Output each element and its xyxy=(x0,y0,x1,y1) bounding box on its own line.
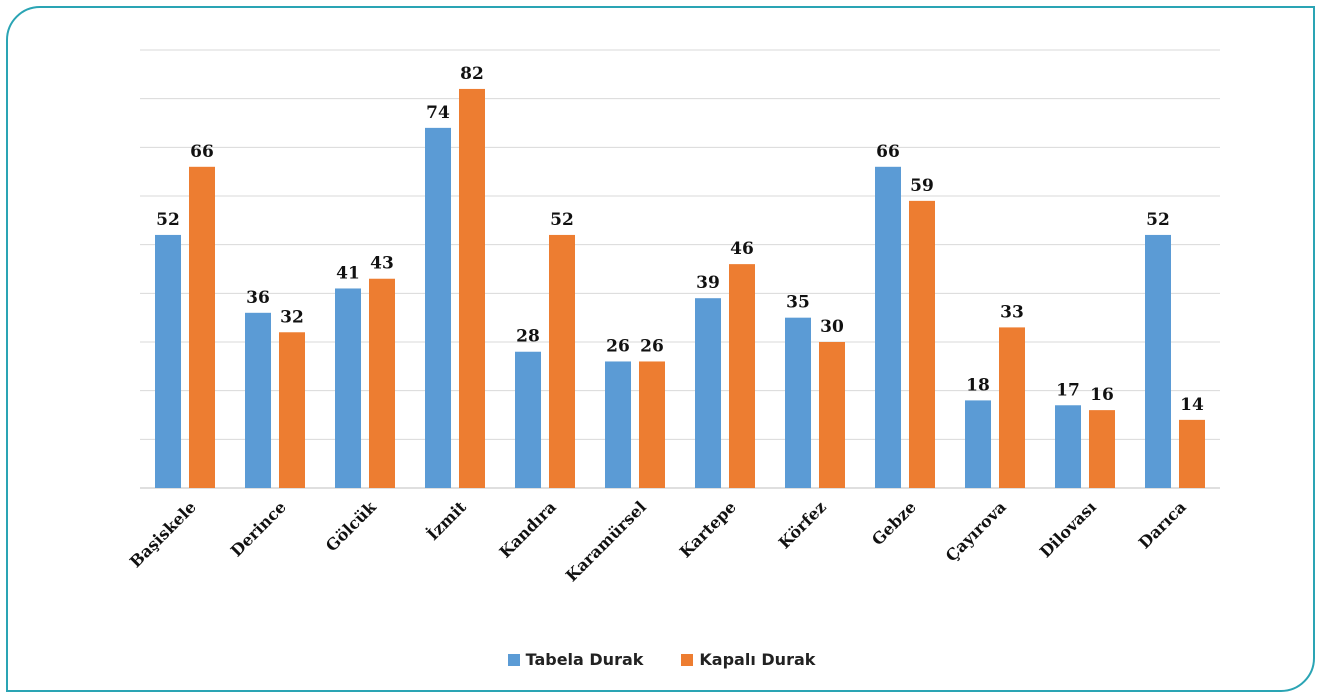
data-label-tabela-0: 52 xyxy=(156,210,180,230)
data-label-tabela-10: 17 xyxy=(1056,380,1080,400)
bar-kapali-0 xyxy=(189,166,215,489)
bar-kapali-4 xyxy=(549,234,575,488)
data-label-tabela-1: 36 xyxy=(246,288,270,308)
data-label-tabela-3: 74 xyxy=(426,103,450,123)
bar-kapali-1 xyxy=(279,332,305,488)
bar-tabela-3 xyxy=(425,127,451,488)
data-label-tabela-9: 18 xyxy=(966,375,990,395)
category-label-11: Darıca xyxy=(1135,497,1190,552)
bar-tabela-6 xyxy=(695,298,721,488)
category-label-9: Çayırova xyxy=(942,497,1010,565)
bar-tabela-4 xyxy=(515,351,541,488)
bar-kapali-10 xyxy=(1089,410,1115,488)
bar-tabela-8 xyxy=(875,166,901,489)
bar-kapali-9 xyxy=(999,327,1025,488)
chart-frame xyxy=(6,6,1315,692)
legend-swatch-kapali xyxy=(681,653,694,666)
bar-kapali-5 xyxy=(639,361,665,488)
category-label-0: Başiskele xyxy=(126,497,200,571)
bar-tabela-11 xyxy=(1145,234,1171,488)
category-label-2: Gölcük xyxy=(322,497,381,556)
bar-kapali-2 xyxy=(369,278,395,488)
data-label-kapali-1: 32 xyxy=(280,307,304,327)
bar-tabela-9 xyxy=(965,400,991,488)
data-label-kapali-0: 66 xyxy=(190,142,214,162)
bar-kapali-7 xyxy=(819,342,845,488)
category-label-6: Kartepe xyxy=(676,497,740,561)
data-label-tabela-8: 66 xyxy=(876,142,900,162)
category-label-5: Karamürsel xyxy=(562,497,650,585)
data-label-kapali-8: 59 xyxy=(910,176,934,196)
bar-kapali-8 xyxy=(909,200,935,488)
legend: Tabela Durak Kapalı Durak xyxy=(0,650,1323,669)
data-label-kapali-6: 46 xyxy=(730,239,754,259)
data-label-kapali-5: 26 xyxy=(640,336,664,356)
bar-chart: 52 66 Başiskele 36 32 Derince 41 43 Gölcük 74 82 İz… xyxy=(126,49,1220,585)
bar-tabela-2 xyxy=(335,288,361,488)
bar-tabela-10 xyxy=(1055,405,1081,488)
data-label-tabela-5: 26 xyxy=(606,336,630,356)
category-label-10: Dilovası xyxy=(1036,497,1100,561)
category-label-7: Körfez xyxy=(775,497,830,552)
data-label-kapali-4: 52 xyxy=(550,210,574,230)
legend-label-tabela: Tabela Durak xyxy=(525,650,644,669)
legend-item-tabela: Tabela Durak xyxy=(507,650,644,669)
data-label-tabela-11: 52 xyxy=(1146,210,1170,230)
legend-label-kapali: Kapalı Durak xyxy=(699,650,816,669)
legend-item-kapali: Kapalı Durak xyxy=(681,650,815,669)
bar-kapali-11 xyxy=(1179,419,1205,488)
category-label-4: Kandıra xyxy=(496,497,560,561)
category-label-8: Gebze xyxy=(868,497,920,549)
bar-tabela-7 xyxy=(785,317,811,488)
data-label-tabela-4: 28 xyxy=(516,327,540,347)
bar-tabela-5 xyxy=(605,361,631,488)
data-label-kapali-11: 14 xyxy=(1180,395,1204,415)
data-label-tabela-2: 41 xyxy=(336,263,360,283)
data-label-kapali-10: 16 xyxy=(1090,385,1114,405)
data-label-kapali-7: 30 xyxy=(820,317,844,337)
bar-tabela-0 xyxy=(155,234,181,488)
category-label-1: Derince xyxy=(227,497,290,560)
bar-kapali-6 xyxy=(729,264,755,488)
data-label-kapali-9: 33 xyxy=(1000,302,1024,322)
bar-kapali-3 xyxy=(459,88,485,488)
data-label-kapali-2: 43 xyxy=(370,254,394,274)
data-label-kapali-3: 82 xyxy=(460,64,484,84)
data-label-tabela-7: 35 xyxy=(786,293,810,313)
data-label-tabela-6: 39 xyxy=(696,273,720,293)
category-label-3: İzmit xyxy=(422,496,470,544)
bar-tabela-1 xyxy=(245,312,271,488)
legend-swatch-tabela xyxy=(507,653,520,666)
